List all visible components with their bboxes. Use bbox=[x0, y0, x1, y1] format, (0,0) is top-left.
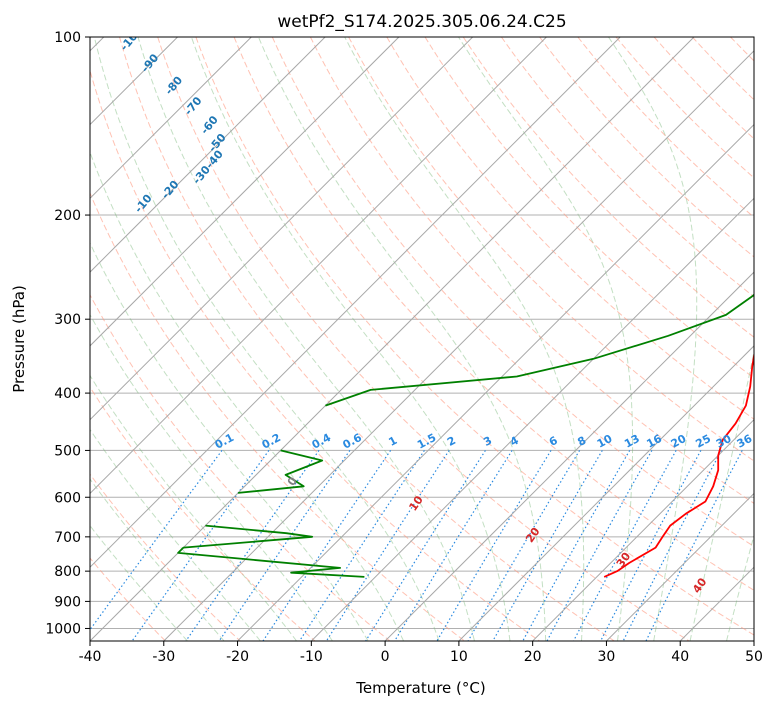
mixing-ratio-line bbox=[572, 450, 677, 641]
chart-title: wetPf2_S174.2025.305.06.24.C25 bbox=[277, 12, 566, 32]
x-tick-label: -10 bbox=[300, 649, 323, 665]
isotherm-line bbox=[90, 37, 695, 641]
isotherm-line bbox=[90, 37, 474, 421]
dry-adiabat-line bbox=[195, 37, 754, 636]
dry-adiabats bbox=[90, 37, 754, 641]
moist-adiabat-line bbox=[689, 349, 754, 641]
mixing-ratio-label: 25 bbox=[693, 432, 713, 451]
dry-adiabat-line bbox=[271, 37, 754, 548]
mixing-ratio-label: 30 bbox=[714, 432, 734, 451]
plot-frame bbox=[89, 36, 755, 642]
x-tick-label: -40 bbox=[79, 649, 102, 665]
moist-adiabats bbox=[90, 37, 754, 641]
moist-adiabat-line bbox=[137, 37, 475, 641]
moist-adiabat-line bbox=[90, 374, 297, 641]
dry-adiabat-line bbox=[157, 37, 690, 641]
mixing-ratio-line bbox=[185, 450, 320, 641]
mixing-ratio-label: 36 bbox=[735, 432, 755, 451]
isotherm-line bbox=[90, 37, 621, 568]
sounding-series-3 bbox=[177, 524, 365, 578]
moist-adiabat-line bbox=[90, 478, 225, 641]
dry-adiabat-line bbox=[462, 37, 754, 338]
sounding-series-2 bbox=[238, 449, 324, 494]
y-tick-label: 200 bbox=[54, 208, 81, 224]
y-tick-label: 1000 bbox=[45, 621, 81, 637]
x-tick-label: 40 bbox=[671, 649, 689, 665]
y-tick-label: 400 bbox=[54, 386, 81, 402]
dry-adiabat-line bbox=[90, 473, 241, 641]
x-tick-label: -20 bbox=[226, 649, 249, 665]
y-tick-label: 700 bbox=[54, 530, 81, 546]
dry-adiabat-line bbox=[90, 557, 166, 641]
mixing-ratio-label: 13 bbox=[622, 432, 642, 451]
dry-adiabat-line bbox=[90, 386, 316, 641]
mixing-ratio-line bbox=[262, 450, 392, 641]
moist-adiabat-line bbox=[93, 37, 440, 641]
isotherm-line bbox=[310, 197, 754, 641]
y-tick-label: 800 bbox=[54, 564, 81, 580]
y-tick-label: 300 bbox=[54, 312, 81, 328]
dry-adiabat-line bbox=[233, 37, 754, 591]
mixing-ratio-line bbox=[645, 450, 743, 641]
dry-adiabat-line bbox=[119, 37, 615, 641]
y-axis-title: Pressure (hPa) bbox=[10, 285, 28, 393]
moist-adiabat-line bbox=[90, 313, 333, 641]
moist-adiabat-line bbox=[258, 37, 547, 641]
y-tick-label: 100 bbox=[54, 30, 81, 46]
isotherm-line bbox=[532, 418, 754, 641]
x-tick-label: -30 bbox=[152, 649, 175, 665]
mixing-ratio-label: 10 bbox=[595, 432, 615, 451]
dry-adiabat-line bbox=[90, 68, 540, 641]
moist-adiabat-line bbox=[90, 150, 405, 641]
moist-adiabat-line bbox=[608, 37, 698, 641]
x-tick-label: 20 bbox=[524, 649, 542, 665]
sounding-series-1 bbox=[325, 293, 754, 407]
x-axis-ticks: -40 -30 -20 -10 0 10 20 30 40 50 bbox=[79, 641, 763, 665]
isotherm-line bbox=[90, 37, 252, 200]
x-axis-title: Temperature (°C) bbox=[355, 679, 485, 697]
y-axis-ticks: 100 200 300 400 500 600 700 800 900 1000 bbox=[45, 30, 90, 637]
y-tick-label: 900 bbox=[54, 594, 81, 610]
mixing-ratio-line bbox=[218, 450, 351, 641]
mixing-ratio-line bbox=[600, 450, 702, 641]
moist-adiabat-line bbox=[344, 37, 585, 641]
isotherm-line bbox=[90, 37, 326, 273]
mixing-ratio-line bbox=[492, 450, 603, 641]
dry-adiabat-line bbox=[90, 293, 391, 641]
moist-adiabat-line bbox=[90, 524, 188, 641]
mixing-ratio-line bbox=[622, 450, 722, 641]
mixing-ratio-label: 20 bbox=[669, 432, 689, 451]
y-tick-label: 500 bbox=[54, 443, 81, 459]
sounding-series-0 bbox=[603, 351, 754, 578]
x-tick-label: 10 bbox=[450, 649, 468, 665]
isotherm-line bbox=[606, 492, 754, 641]
plot-area: 0.1 0.2 0.4 0.6 1 1.5 2 3 4 6 8 10 13 16 20 25 30 36-100-… bbox=[90, 37, 755, 641]
moist-adiabat-line bbox=[90, 428, 261, 641]
dry-adiabat-line bbox=[90, 191, 465, 641]
dry-adiabat-line bbox=[309, 37, 754, 505]
mixing-ratio-line bbox=[365, 450, 486, 641]
isotherm-line bbox=[90, 37, 400, 347]
dry-adiabat-line bbox=[348, 37, 754, 462]
y-tick-label: 600 bbox=[54, 490, 81, 506]
series-layer bbox=[177, 293, 754, 578]
isotherm-line bbox=[90, 37, 547, 495]
x-tick-label: 0 bbox=[381, 649, 390, 665]
x-tick-label: 30 bbox=[598, 649, 616, 665]
isotherm-line bbox=[237, 123, 754, 641]
moist-adiabat-line bbox=[90, 241, 369, 641]
mixing-ratio-label: 16 bbox=[644, 432, 664, 451]
skewed-isotherms bbox=[90, 37, 754, 641]
mixing-ratio-line bbox=[546, 450, 653, 641]
grid-layer bbox=[90, 37, 754, 629]
dry-adiabat-line bbox=[500, 37, 754, 298]
isotherm-line bbox=[458, 345, 754, 641]
x-tick-label: 50 bbox=[745, 649, 763, 665]
isotherm-line bbox=[384, 271, 754, 641]
